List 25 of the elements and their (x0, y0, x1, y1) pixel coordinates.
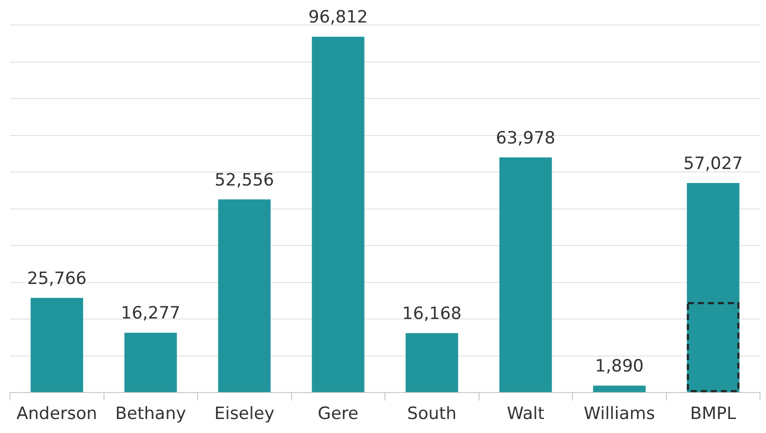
bar (593, 386, 646, 392)
bar (30, 298, 84, 392)
data-label: 16,168 (402, 304, 462, 324)
x-tick-label: Williams (584, 404, 656, 424)
data-label: 25,766 (27, 268, 87, 289)
bar (124, 332, 177, 392)
bar (686, 302, 740, 392)
bar (686, 182, 740, 392)
bar (312, 36, 364, 392)
bar (499, 157, 552, 392)
data-label: 63,978 (496, 128, 556, 148)
data-label: 1,890 (595, 356, 644, 377)
bar (218, 199, 271, 392)
x-tick-label: South (407, 404, 457, 424)
x-tick-label: BMPL (690, 404, 737, 424)
data-label: 52,556 (214, 170, 274, 190)
x-tick-label: Gere (318, 404, 358, 424)
x-tick-label: Anderson (16, 404, 98, 424)
data-label: 57,027 (683, 154, 743, 174)
bar (406, 333, 458, 392)
data-label: 16,277 (120, 304, 180, 324)
data-label: 96,812 (308, 8, 368, 28)
x-tick-label: Bethany (115, 404, 186, 424)
x-tick-label: Walt (506, 404, 545, 424)
x-tick-label: Eiseley (214, 404, 274, 424)
